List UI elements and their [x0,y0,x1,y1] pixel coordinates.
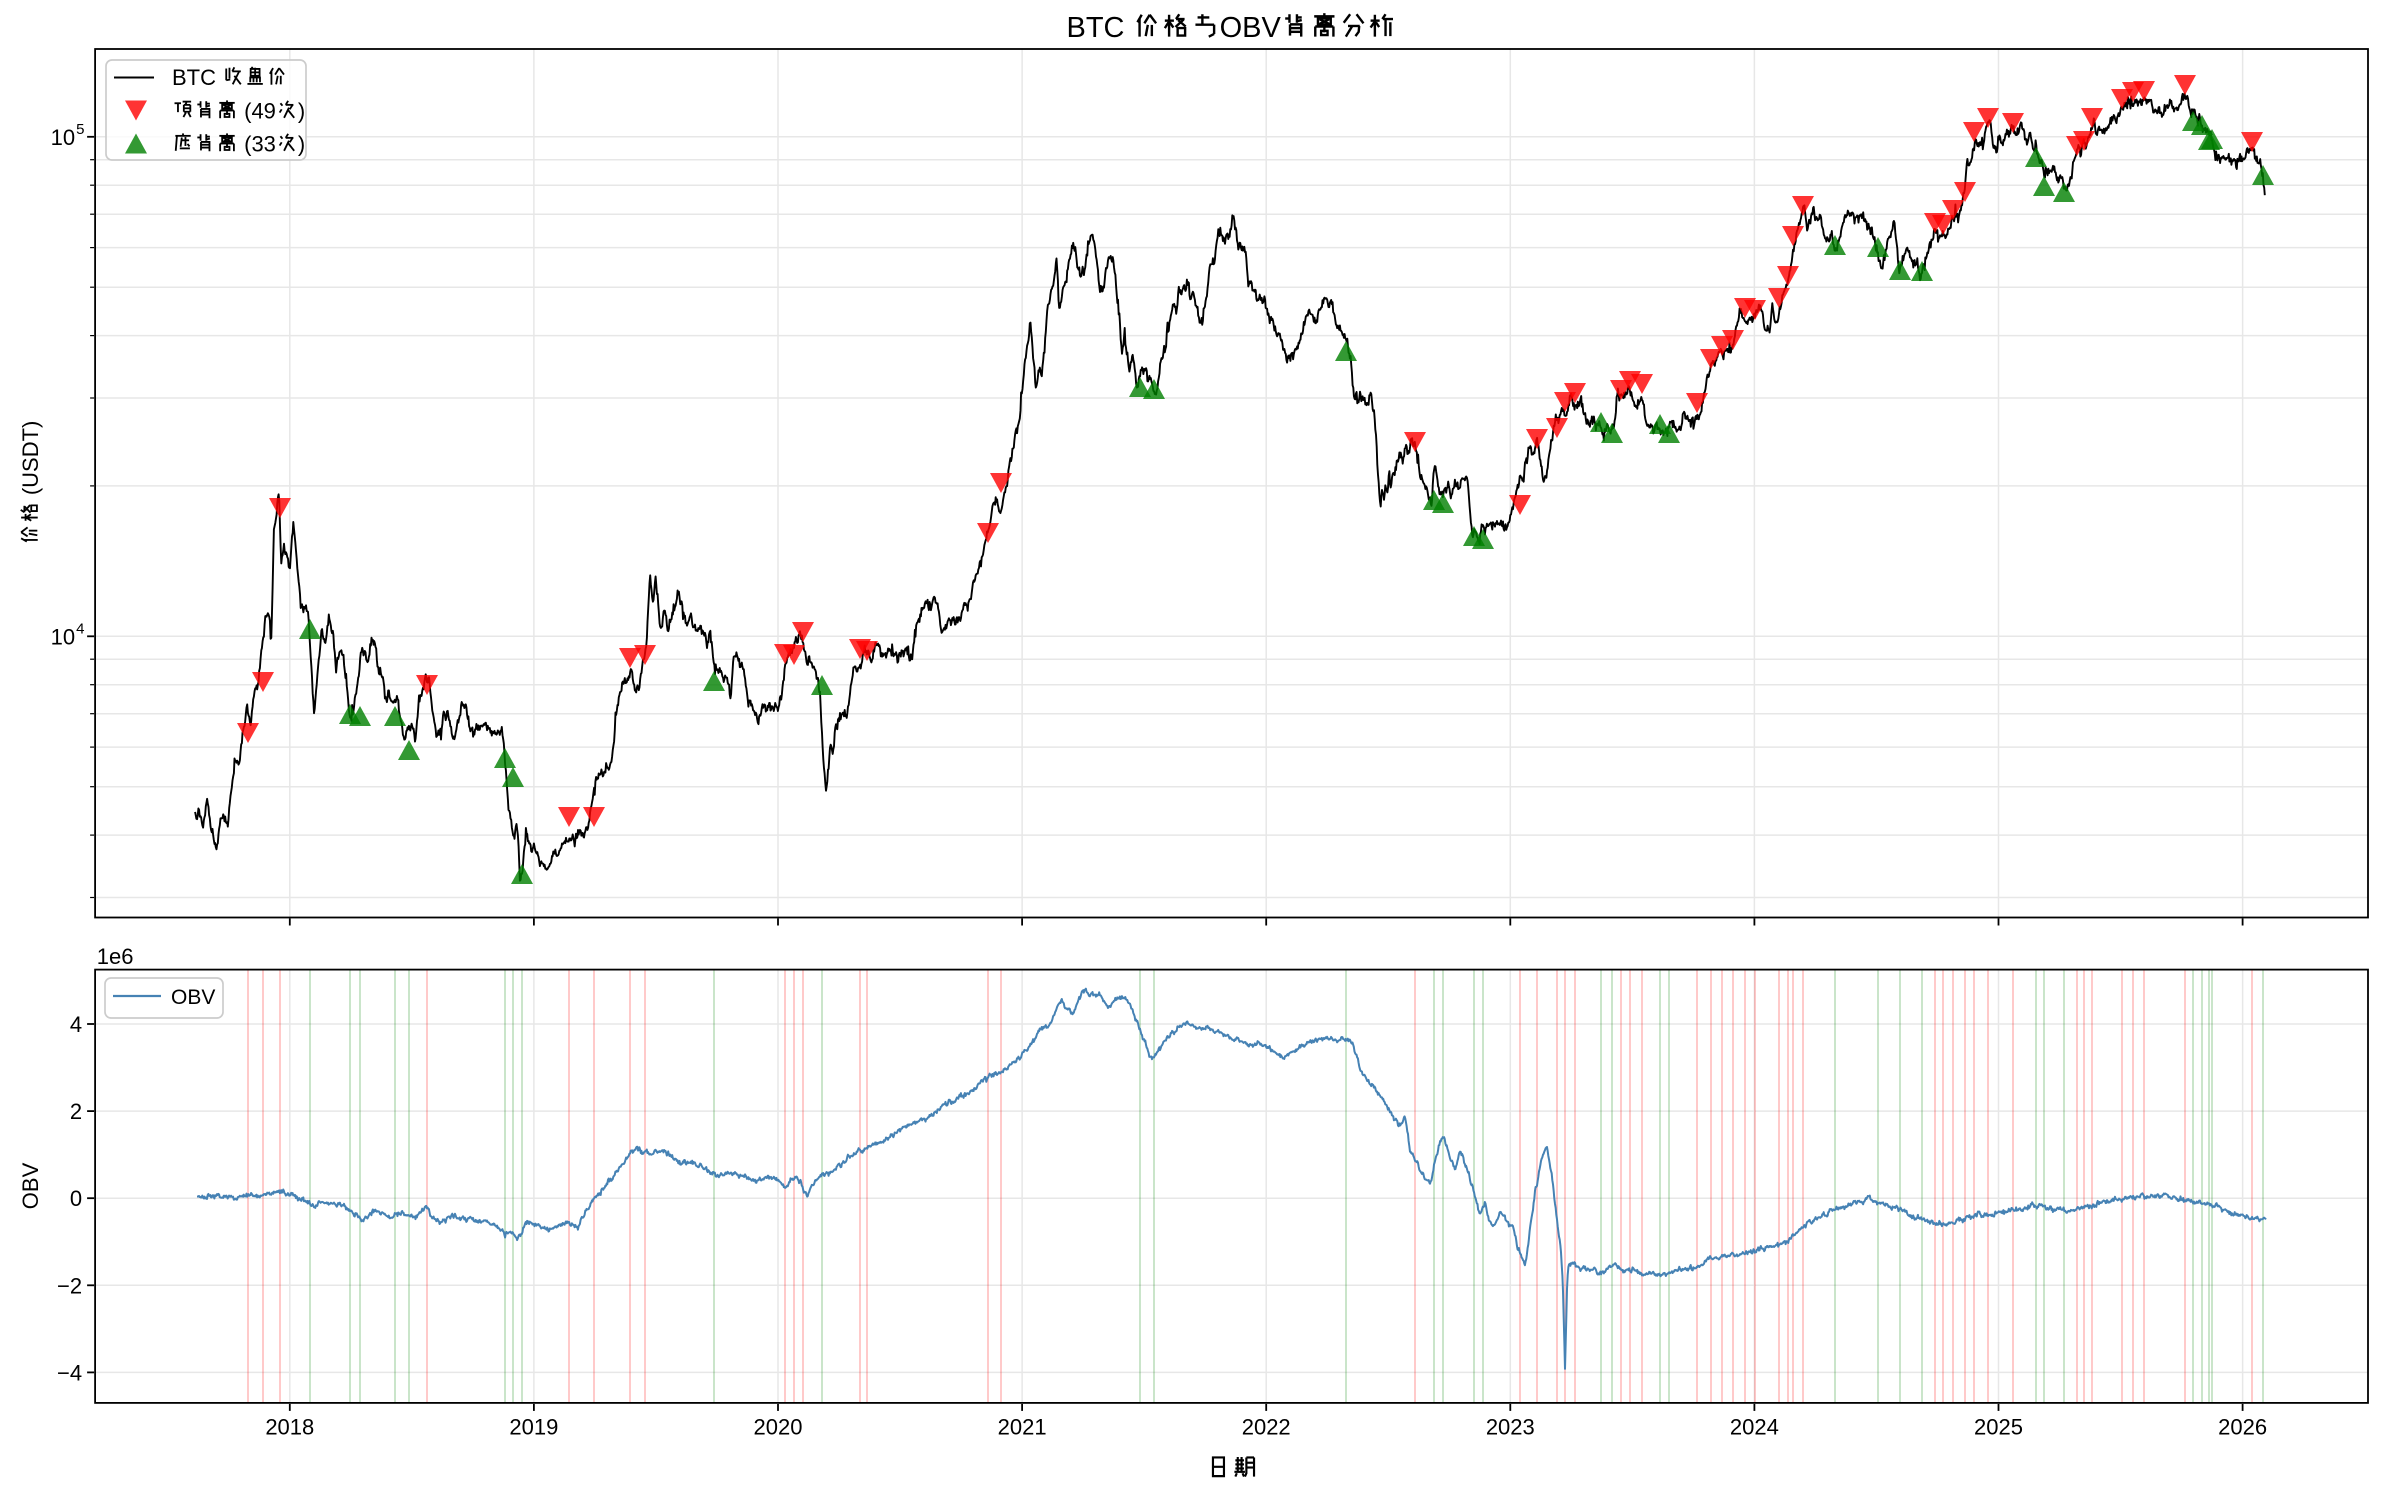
svg-text:2023: 2023 [1486,1415,1535,1440]
svg-text:BTC: BTC [172,65,222,90]
svg-text:0: 0 [70,1186,82,1211]
svg-text:(33: (33 [238,132,276,157]
svg-text:BTC: BTC [1067,12,1133,44]
svg-text:4: 4 [76,620,84,637]
svg-text:(USDT): (USDT) [18,421,43,502]
svg-text:5: 5 [76,121,84,138]
svg-text:−2: −2 [57,1273,82,1298]
svg-text:2026: 2026 [2218,1415,2267,1440]
svg-text:2024: 2024 [1730,1415,1779,1440]
svg-text:2022: 2022 [1242,1415,1291,1440]
svg-text:(49: (49 [238,99,276,124]
svg-text:2020: 2020 [754,1415,803,1440]
svg-text:): ) [298,132,305,157]
svg-text:−4: −4 [57,1360,82,1385]
svg-text:10: 10 [51,624,75,649]
svg-text:): ) [298,99,305,124]
svg-text:OBV: OBV [1220,12,1282,44]
svg-text:2021: 2021 [998,1415,1047,1440]
svg-text:4: 4 [70,1012,82,1037]
svg-text:2019: 2019 [509,1415,558,1440]
svg-text:1e6: 1e6 [97,944,134,969]
svg-text:OBV: OBV [18,1162,43,1209]
svg-text:2: 2 [70,1099,82,1124]
svg-text:OBV: OBV [171,986,215,1009]
svg-text:10: 10 [51,125,75,150]
svg-text:2025: 2025 [1974,1415,2023,1440]
svg-text:2018: 2018 [265,1415,314,1440]
